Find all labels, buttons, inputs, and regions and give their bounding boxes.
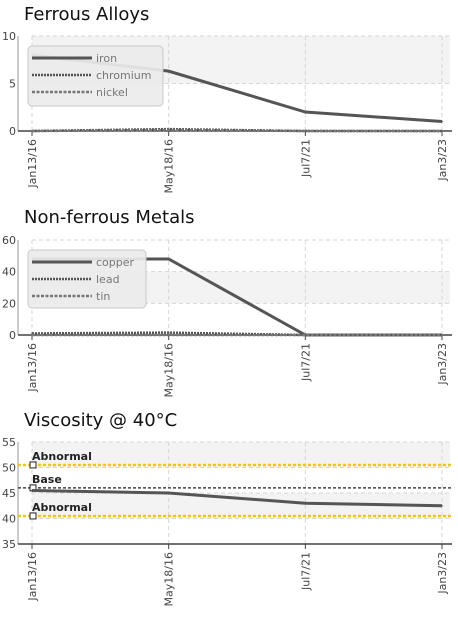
y-tick-label: 35 xyxy=(2,538,16,551)
data-point xyxy=(167,334,170,336)
x-tick-label: Jul7/21 xyxy=(299,552,312,591)
legend-label-iron: iron xyxy=(96,52,117,65)
chart-ferrous-alloys: 0 5 10 Jan13/16 May18/16 Jul7/21 Jan3/23 iron ch… xyxy=(2,30,452,193)
x-tick-label: Jul7/21 xyxy=(299,139,312,178)
data-point xyxy=(304,111,307,113)
data-point xyxy=(167,70,170,72)
x-tick-label: Jan3/23 xyxy=(436,343,449,386)
y-tick-label: 55 xyxy=(2,436,16,449)
reference-line-label: Abnormal xyxy=(32,450,92,463)
reference-line-label: Base xyxy=(32,473,62,486)
data-point xyxy=(304,130,307,132)
series-line-nickel xyxy=(31,128,442,133)
legend-label-lead: lead xyxy=(96,273,120,286)
y-tick-label: 40 xyxy=(2,513,16,526)
y-tick-label: 45 xyxy=(2,487,16,500)
legend-label-copper: copper xyxy=(96,256,135,269)
y-tick-label: 10 xyxy=(2,30,16,43)
y-tick-label: 20 xyxy=(2,297,16,310)
legend-label-nickel: nickel xyxy=(96,86,128,99)
data-point xyxy=(167,129,170,131)
series-line-value xyxy=(31,488,443,508)
x-tick-label: Jan3/23 xyxy=(436,552,449,595)
chart-title-ferrous: Ferrous Alloys xyxy=(24,4,150,25)
data-point xyxy=(304,502,307,504)
x-tick-label: May18/16 xyxy=(163,552,176,606)
chart-title-nonferrous: Non-ferrous Metals xyxy=(24,207,195,228)
data-point xyxy=(31,489,33,492)
reference-marker xyxy=(29,512,37,520)
plot-band xyxy=(32,442,450,468)
reference-line-label: Abnormal xyxy=(32,501,92,514)
data-point xyxy=(441,334,443,336)
data-point xyxy=(167,331,170,334)
y-tick-label: 0 xyxy=(9,125,16,138)
data-point xyxy=(441,120,443,123)
data-point xyxy=(441,504,443,507)
x-tick-label: May18/16 xyxy=(163,343,176,397)
chart-nonferrous-metals: 0 20 40 60 Jan13/16 May18/16 Jul7/21 Jan3/23 cop… xyxy=(2,234,452,397)
data-point xyxy=(167,492,170,494)
data-point xyxy=(31,334,33,336)
y-tick-label: 40 xyxy=(2,266,16,279)
x-tick-label: Jan3/23 xyxy=(436,139,449,182)
chart-title-viscosity: Viscosity @ 40°C xyxy=(24,410,178,431)
reference-marker xyxy=(29,461,37,469)
y-tick-label: 0 xyxy=(9,329,16,342)
x-tick-label: May18/16 xyxy=(163,139,176,193)
data-point xyxy=(167,258,170,260)
x-tick-label: Jul7/21 xyxy=(299,343,312,382)
x-tick-label: Jan13/16 xyxy=(26,552,39,602)
x-tick-label: Jan13/16 xyxy=(26,139,39,189)
data-point xyxy=(304,334,307,336)
y-tick-label: 50 xyxy=(2,462,16,475)
legend-label-tin: tin xyxy=(96,290,110,303)
data-point xyxy=(31,130,33,132)
y-tick-label: 60 xyxy=(2,234,16,247)
x-tick-label: Jan13/16 xyxy=(26,343,39,393)
chart-viscosity: 35 40 45 50 55 Jan13/16 May18/16 Jul7/21 Jan3/23… xyxy=(2,436,452,606)
y-tick-label: 5 xyxy=(9,78,16,91)
legend-label-chromium: chromium xyxy=(96,69,152,82)
data-point xyxy=(441,130,443,132)
